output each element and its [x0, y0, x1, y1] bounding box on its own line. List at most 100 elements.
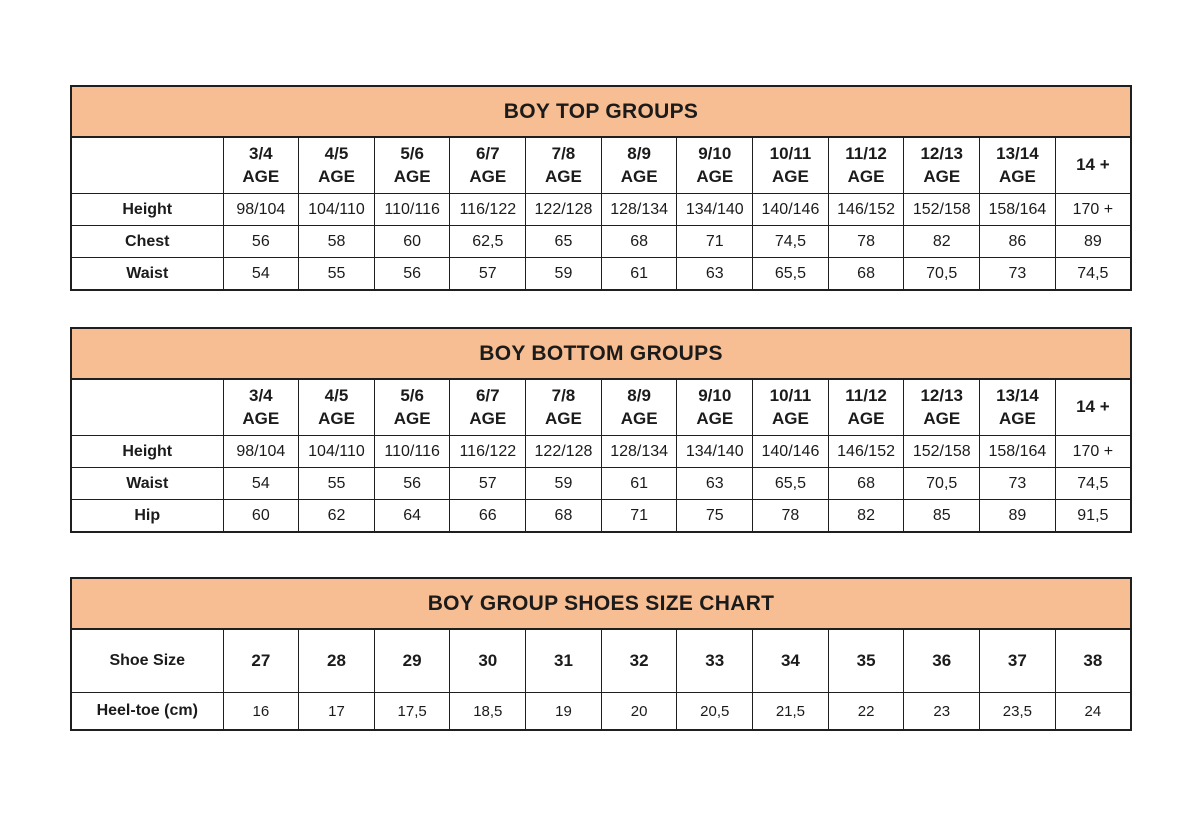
value-cell: 34 [752, 628, 829, 693]
value-cell: 66 [449, 499, 527, 533]
value-cell: 38 [1054, 628, 1132, 693]
value-cell: 98/104 [222, 435, 300, 468]
age-column-header: 14 + [1054, 378, 1132, 436]
value-cell: 128/134 [600, 193, 678, 226]
age-column-header: 5/6 AGE [373, 378, 451, 436]
value-cell: 27 [222, 628, 300, 693]
value-cell: 78 [752, 499, 829, 533]
value-cell: 61 [600, 257, 678, 291]
value-cell: 116/122 [449, 193, 527, 226]
value-cell: 122/128 [525, 435, 602, 468]
value-cell: 110/116 [373, 193, 451, 226]
value-cell: 65 [525, 225, 602, 258]
age-column-header: 3/4 AGE [222, 136, 300, 194]
age-column-header: 11/12 AGE [827, 378, 905, 436]
boy-shoes-size-table: BOY GROUP SHOES SIZE CHART Shoe Size 27 28 2… [70, 577, 1132, 731]
table-title: BOY TOP GROUPS [70, 85, 1132, 138]
value-cell: 22 [827, 692, 905, 731]
row-label: Shoe Size [70, 628, 224, 693]
row-label: Height [70, 435, 224, 468]
row-label: Heel-toe (cm) [70, 692, 224, 731]
value-cell: 68 [525, 499, 602, 533]
value-cell: 122/128 [525, 193, 602, 226]
value-cell: 104/110 [298, 193, 375, 226]
age-column-header: 13/14 AGE [979, 378, 1056, 436]
age-column-header: 6/7 AGE [449, 136, 527, 194]
row-label: Chest [70, 225, 224, 258]
value-cell: 152/158 [903, 193, 981, 226]
value-cell: 70,5 [903, 467, 981, 500]
value-cell: 116/122 [449, 435, 527, 468]
table-title: BOY BOTTOM GROUPS [70, 327, 1132, 380]
value-cell: 85 [903, 499, 981, 533]
value-cell: 68 [827, 467, 905, 500]
value-cell: 91,5 [1054, 499, 1132, 533]
value-cell: 74,5 [1054, 257, 1132, 291]
value-cell: 62 [298, 499, 375, 533]
age-column-header: 7/8 AGE [525, 378, 602, 436]
value-cell: 59 [525, 467, 602, 500]
value-cell: 140/146 [752, 193, 829, 226]
value-cell: 56 [373, 467, 451, 500]
age-column-header: 8/9 AGE [600, 136, 678, 194]
value-cell: 82 [827, 499, 905, 533]
value-cell: 54 [222, 257, 300, 291]
age-column-header: 10/11 AGE [752, 378, 829, 436]
value-cell: 17 [298, 692, 375, 731]
value-cell: 17,5 [373, 692, 451, 731]
age-column-header: 7/8 AGE [525, 136, 602, 194]
value-cell: 63 [676, 467, 754, 500]
age-column-header: 8/9 AGE [600, 378, 678, 436]
value-cell: 68 [600, 225, 678, 258]
row-label: Height [70, 193, 224, 226]
value-cell: 73 [979, 257, 1056, 291]
value-cell: 64 [373, 499, 451, 533]
value-cell: 70,5 [903, 257, 981, 291]
value-cell: 33 [676, 628, 754, 693]
value-cell: 55 [298, 257, 375, 291]
value-cell: 110/116 [373, 435, 451, 468]
value-cell: 82 [903, 225, 981, 258]
age-column-header: 9/10 AGE [676, 378, 754, 436]
age-column-header: 3/4 AGE [222, 378, 300, 436]
value-cell: 62,5 [449, 225, 527, 258]
value-cell: 75 [676, 499, 754, 533]
table-title: BOY GROUP SHOES SIZE CHART [70, 577, 1132, 630]
value-cell: 31 [525, 628, 602, 693]
value-cell: 18,5 [449, 692, 527, 731]
value-cell: 146/152 [827, 193, 905, 226]
value-cell: 23 [903, 692, 981, 731]
value-cell: 134/140 [676, 435, 754, 468]
value-cell: 89 [979, 499, 1056, 533]
value-cell: 57 [449, 467, 527, 500]
value-cell: 170 + [1054, 435, 1132, 468]
value-cell: 60 [222, 499, 300, 533]
age-column-header: 14 + [1054, 136, 1132, 194]
age-column-header: 12/13 AGE [903, 136, 981, 194]
value-cell: 24 [1054, 692, 1132, 731]
corner-cell [70, 378, 224, 436]
value-cell: 55 [298, 467, 375, 500]
age-column-header: 9/10 AGE [676, 136, 754, 194]
value-cell: 73 [979, 467, 1056, 500]
row-label: Hip [70, 499, 224, 533]
value-cell: 74,5 [1054, 467, 1132, 500]
value-cell: 37 [979, 628, 1056, 693]
value-cell: 140/146 [752, 435, 829, 468]
value-cell: 65,5 [752, 257, 829, 291]
age-column-header: 4/5 AGE [298, 136, 375, 194]
value-cell: 65,5 [752, 467, 829, 500]
value-cell: 89 [1054, 225, 1132, 258]
value-cell: 35 [827, 628, 905, 693]
value-cell: 30 [449, 628, 527, 693]
value-cell: 63 [676, 257, 754, 291]
value-cell: 68 [827, 257, 905, 291]
value-cell: 20 [600, 692, 678, 731]
value-cell: 78 [827, 225, 905, 258]
age-column-header: 10/11 AGE [752, 136, 829, 194]
value-cell: 54 [222, 467, 300, 500]
value-cell: 23,5 [979, 692, 1056, 731]
value-cell: 134/140 [676, 193, 754, 226]
value-cell: 152/158 [903, 435, 981, 468]
value-cell: 20,5 [676, 692, 754, 731]
